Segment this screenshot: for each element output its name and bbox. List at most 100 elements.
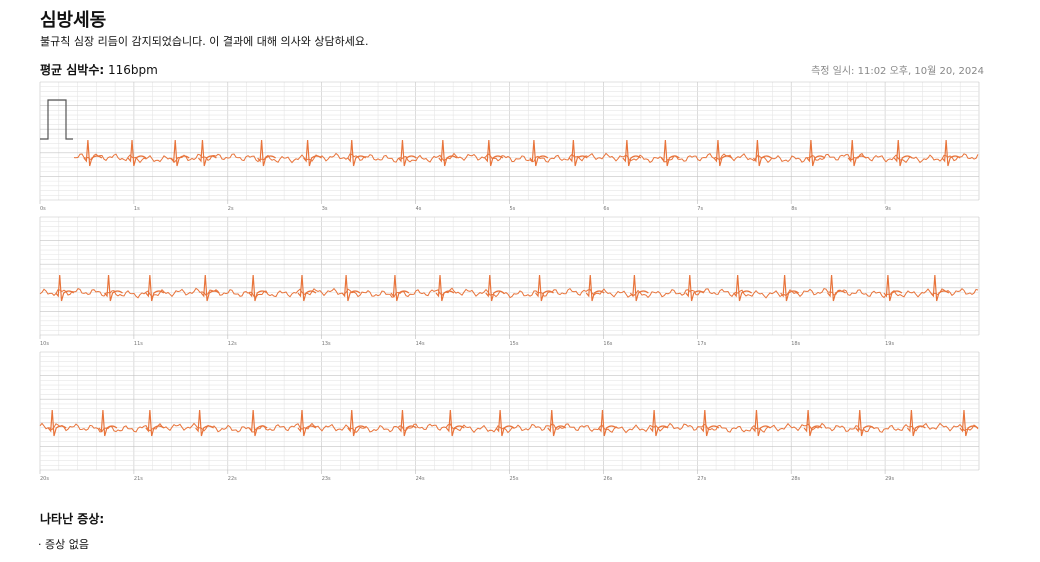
ecg-beat bbox=[445, 409, 465, 437]
ecg-beat bbox=[535, 274, 554, 302]
ecg-beat bbox=[568, 139, 588, 167]
x-tick-label: 20s bbox=[40, 476, 49, 482]
heart-rate: 평균 심박수: 116bpm bbox=[40, 61, 158, 78]
x-tick-label: 27s bbox=[697, 476, 706, 482]
ecg-beat bbox=[529, 139, 549, 167]
x-tick-label: 19s bbox=[885, 341, 894, 347]
ecg-beat bbox=[47, 409, 67, 437]
ecg-beat bbox=[959, 409, 979, 437]
x-tick-label: 9s bbox=[885, 206, 891, 212]
ecg-beat bbox=[397, 409, 417, 437]
ecg-beat bbox=[855, 409, 875, 437]
x-tick-label: 23s bbox=[322, 476, 331, 482]
ecg-beat bbox=[806, 139, 826, 167]
x-tick-label: 17s bbox=[697, 341, 706, 347]
ecg-beat bbox=[195, 409, 215, 437]
ecg-beat bbox=[145, 274, 165, 302]
x-tick-label: 16s bbox=[603, 341, 612, 347]
x-tick-label: 21s bbox=[134, 476, 143, 482]
ecg-beat bbox=[847, 139, 867, 167]
x-tick-label: 18s bbox=[791, 341, 800, 347]
heart-rate-label: 평균 심박수: bbox=[40, 63, 105, 77]
x-tick-label: 22s bbox=[228, 476, 237, 482]
ecg-beat bbox=[780, 274, 800, 302]
ecg-beat bbox=[170, 139, 190, 167]
measured-at: 측정 일시: 11:02 오후, 10월 20, 2024 bbox=[811, 66, 984, 77]
ecg-beat bbox=[733, 274, 753, 302]
x-tick-label: 8s bbox=[791, 206, 797, 212]
x-tick-label: 10s bbox=[40, 341, 49, 347]
ecg-beat bbox=[55, 274, 75, 302]
ecg-beat bbox=[547, 409, 567, 437]
ecg-beat bbox=[257, 139, 276, 167]
ecg-beat bbox=[297, 409, 317, 437]
ecg-beat bbox=[200, 274, 220, 302]
ecg-beat bbox=[390, 274, 410, 302]
ecg-beat bbox=[685, 274, 705, 302]
ecg-beat bbox=[883, 274, 903, 302]
x-tick-label: 25s bbox=[510, 476, 519, 482]
ecg-beat bbox=[585, 274, 605, 302]
title: 심방세동 bbox=[40, 10, 107, 31]
ecg-beat bbox=[484, 139, 504, 167]
ecg-beat bbox=[347, 409, 367, 437]
ecg-beat bbox=[713, 139, 733, 167]
x-tick-label: 7s bbox=[697, 206, 703, 212]
subtitle: 불규칙 심장 리듬이 감지되었습니다. 이 결과에 대해 의사와 상담하세요. bbox=[40, 35, 369, 48]
x-tick-label: 29s bbox=[885, 476, 894, 482]
ecg-beat bbox=[893, 139, 913, 167]
ecg-beat bbox=[98, 409, 118, 437]
ecg-beat bbox=[941, 139, 961, 167]
x-tick-label: 1s bbox=[134, 206, 140, 212]
ecg-beat bbox=[495, 409, 515, 437]
ecg-beat bbox=[700, 409, 720, 437]
ecg-beat bbox=[629, 274, 649, 302]
x-tick-label: 3s bbox=[322, 206, 328, 212]
ecg-beat bbox=[930, 274, 950, 302]
ecg-beat bbox=[438, 139, 458, 167]
ecg-chart: 0s 1s 2s 3s 4s 5s 6s 7s 8s 9s 10s 11s 12s 13s 14s 15s 16… bbox=[39, 81, 980, 482]
ecg-beat bbox=[145, 409, 165, 437]
symptom-item: · 증상 없음 bbox=[38, 538, 89, 551]
ecg-baseline bbox=[39, 422, 979, 434]
x-tick-label: 26s bbox=[603, 476, 612, 482]
ecg-beat bbox=[906, 409, 926, 437]
x-tick-label: 15s bbox=[510, 341, 519, 347]
ecg-beat bbox=[297, 274, 317, 302]
x-tick-label: 2s bbox=[228, 206, 234, 212]
heart-rate-value: 116bpm bbox=[108, 63, 158, 77]
ecg-baseline bbox=[73, 152, 979, 164]
symptom-text: 증상 없음 bbox=[45, 538, 89, 551]
x-tick-label: 12s bbox=[228, 341, 237, 347]
x-tick-label: 4s bbox=[416, 206, 422, 212]
ecg-beat bbox=[751, 409, 771, 437]
x-tick-label: 6s bbox=[603, 206, 609, 212]
x-tick-label: 14s bbox=[416, 341, 425, 347]
ecg-beat bbox=[303, 139, 322, 167]
x-tick-label: 28s bbox=[791, 476, 800, 482]
ecg-beat bbox=[827, 274, 846, 302]
symptoms-title: 나타난 증상: bbox=[40, 512, 105, 526]
x-tick-label: 24s bbox=[416, 476, 425, 482]
x-tick-label: 5s bbox=[510, 206, 516, 212]
ecg-beat bbox=[435, 274, 455, 302]
ecg-beat bbox=[197, 139, 217, 167]
ecg-beat bbox=[485, 274, 505, 302]
ecg-beat bbox=[598, 409, 617, 437]
ecg-baseline bbox=[39, 287, 979, 299]
ecg-beat bbox=[397, 139, 417, 167]
ecg-beat bbox=[803, 409, 823, 437]
calibration-pulse bbox=[40, 99, 73, 140]
ecg-beat bbox=[347, 139, 367, 167]
ecg-beat bbox=[248, 409, 268, 437]
ecg-beat bbox=[622, 139, 642, 167]
ecg-beat bbox=[660, 139, 680, 167]
x-tick-label: 13s bbox=[322, 341, 331, 347]
ecg-beat bbox=[248, 274, 268, 302]
ecg-beat bbox=[649, 409, 669, 437]
ecg-beat bbox=[341, 274, 361, 302]
x-tick-label: 11s bbox=[134, 341, 143, 347]
ecg-beat bbox=[83, 139, 103, 167]
ecg-beat bbox=[127, 139, 147, 167]
